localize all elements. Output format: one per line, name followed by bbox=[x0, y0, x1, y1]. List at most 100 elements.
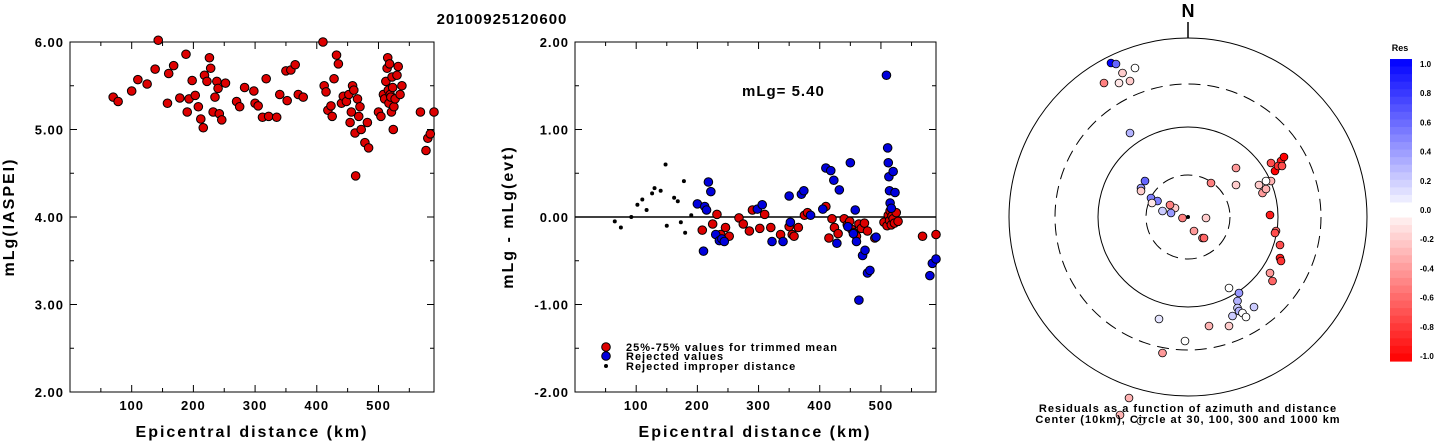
left-point-trimmed bbox=[162, 98, 173, 109]
polar-station-point bbox=[1099, 78, 1109, 88]
middle-point-improper bbox=[672, 195, 677, 200]
middle-point-rejected bbox=[931, 254, 941, 264]
middle-point-improper bbox=[629, 215, 634, 219]
middle-point-rejected bbox=[701, 205, 712, 215]
colorbar-cell bbox=[1390, 81, 1412, 90]
colorbar-cell bbox=[1390, 187, 1412, 196]
middle-point-improper bbox=[635, 202, 640, 207]
middle-x-axis-label: Epicentral distance (km) bbox=[639, 424, 872, 441]
left-point-trimmed bbox=[213, 83, 223, 94]
colorbar-cells bbox=[1390, 59, 1412, 362]
colorbar-label: -0.4 bbox=[1420, 264, 1434, 273]
colorbar-cell bbox=[1390, 270, 1412, 279]
middle-point-rejected bbox=[925, 270, 935, 281]
colorbar-cell bbox=[1390, 202, 1412, 211]
colorbar-title: Res bbox=[1392, 43, 1409, 53]
colorbar-cell bbox=[1390, 111, 1412, 120]
north-label: N bbox=[1182, 1, 1195, 21]
left-point-trimmed bbox=[142, 79, 152, 89]
middle-point-trimmed bbox=[833, 228, 843, 239]
colorbar-cell bbox=[1390, 232, 1412, 241]
left-point-trimmed bbox=[392, 70, 402, 81]
mlg-annotation: mLg= 5.40 bbox=[742, 83, 825, 100]
middle-point-rejected bbox=[799, 185, 809, 196]
middle-ytick-label: 2.00 bbox=[540, 35, 569, 50]
left-point-trimmed bbox=[163, 68, 174, 79]
colorbar-cell bbox=[1390, 255, 1412, 264]
polar-station-point bbox=[1224, 283, 1234, 293]
left-point-trimmed bbox=[175, 93, 185, 103]
left-point-trimmed bbox=[204, 52, 215, 63]
left-xtick-label: 100 bbox=[119, 398, 144, 413]
middle-point-trimmed bbox=[720, 222, 731, 233]
colorbar-cell bbox=[1390, 293, 1412, 302]
left-point-trimmed bbox=[415, 107, 426, 117]
middle-point-improper bbox=[683, 230, 688, 235]
left-point-trimmed bbox=[263, 111, 274, 122]
left-point-trimmed bbox=[429, 107, 439, 117]
colorbar-cell bbox=[1390, 66, 1412, 75]
colorbar-cell bbox=[1390, 285, 1412, 294]
middle-point-improper bbox=[664, 223, 669, 228]
middle-point-improper bbox=[640, 197, 645, 202]
middle-panel: -2.00 -1.00 0.00 1.00 2.00 100 200 300 400 500 mL… bbox=[500, 35, 941, 441]
left-point-trimmed bbox=[326, 101, 336, 111]
colorbar-cell bbox=[1390, 308, 1412, 317]
polar-station-point bbox=[1147, 198, 1157, 208]
colorbar-cell bbox=[1390, 119, 1412, 128]
left-point-trimmed bbox=[150, 64, 160, 74]
colorbar-cell bbox=[1390, 149, 1412, 158]
left-xtick-label: 200 bbox=[181, 398, 206, 413]
polar-station-point bbox=[1125, 76, 1135, 86]
polar-station-point bbox=[1265, 268, 1275, 278]
middle-point-rejected bbox=[805, 210, 816, 221]
left-point-trimmed bbox=[353, 111, 364, 122]
polar-station-point bbox=[1261, 176, 1271, 186]
middle-point-rejected bbox=[843, 221, 853, 232]
middle-point-rejected bbox=[778, 236, 788, 247]
polar-station-point bbox=[1165, 200, 1175, 210]
middle-y-axis-label: mLg - mLg(evt) bbox=[500, 145, 517, 289]
middle-point-rejected bbox=[757, 199, 768, 210]
middle-point-improper bbox=[675, 199, 680, 204]
left-ytick-label: 6.00 bbox=[35, 35, 64, 50]
colorbar-label: -0.6 bbox=[1420, 294, 1434, 303]
middle-xtick-label: 500 bbox=[869, 398, 894, 413]
polar-station-point bbox=[1125, 128, 1135, 138]
middle-xtick-label: 100 bbox=[624, 398, 649, 413]
polar-station-point bbox=[1204, 321, 1214, 331]
polar-station-point bbox=[1270, 228, 1280, 238]
polar-station-point bbox=[1228, 311, 1237, 321]
polar-station-point bbox=[1158, 206, 1167, 216]
left-point-trimmed bbox=[202, 76, 212, 87]
middle-point-rejected bbox=[854, 295, 864, 305]
colorbar-cell bbox=[1390, 89, 1412, 98]
left-point-trimmed bbox=[329, 73, 339, 84]
left-ytick-label: 2.00 bbox=[35, 385, 64, 400]
legend-improper-label: Rejected improper distance bbox=[626, 361, 796, 373]
colorbar-cell bbox=[1390, 164, 1412, 173]
ring-100km bbox=[1097, 126, 1279, 308]
polar-station-point bbox=[1180, 336, 1190, 346]
left-point-trimmed bbox=[321, 87, 331, 97]
left-y-axis-label: mLg(IASPEI) bbox=[1, 158, 18, 277]
middle-point-trimmed bbox=[931, 229, 941, 240]
polar-station-point bbox=[1268, 276, 1277, 286]
polar-station-point bbox=[1266, 158, 1276, 168]
polar-station-point bbox=[1158, 348, 1167, 358]
middle-point-trimmed bbox=[859, 218, 870, 228]
polar-station-point bbox=[1265, 210, 1275, 220]
polar-station-point bbox=[1124, 393, 1134, 403]
polar-data-points bbox=[1099, 58, 1289, 426]
colorbar-labels: 1.0 0.8 0.6 0.4 0.2 0.0 -0.2 -0.4 -0.6 -0.8 -1.0 bbox=[1420, 60, 1434, 361]
polar-station-point bbox=[1136, 186, 1146, 196]
colorbar-label: 1.0 bbox=[1420, 60, 1432, 69]
left-point-trimmed bbox=[425, 129, 436, 139]
colorbar-label: 0.2 bbox=[1420, 177, 1432, 186]
polar-station-point bbox=[1114, 78, 1124, 88]
colorbar-cell bbox=[1390, 172, 1412, 181]
legend-rejected-label: Rejected values bbox=[626, 351, 724, 363]
colorbar-cell bbox=[1390, 315, 1412, 324]
polar-station-point bbox=[1154, 314, 1164, 324]
